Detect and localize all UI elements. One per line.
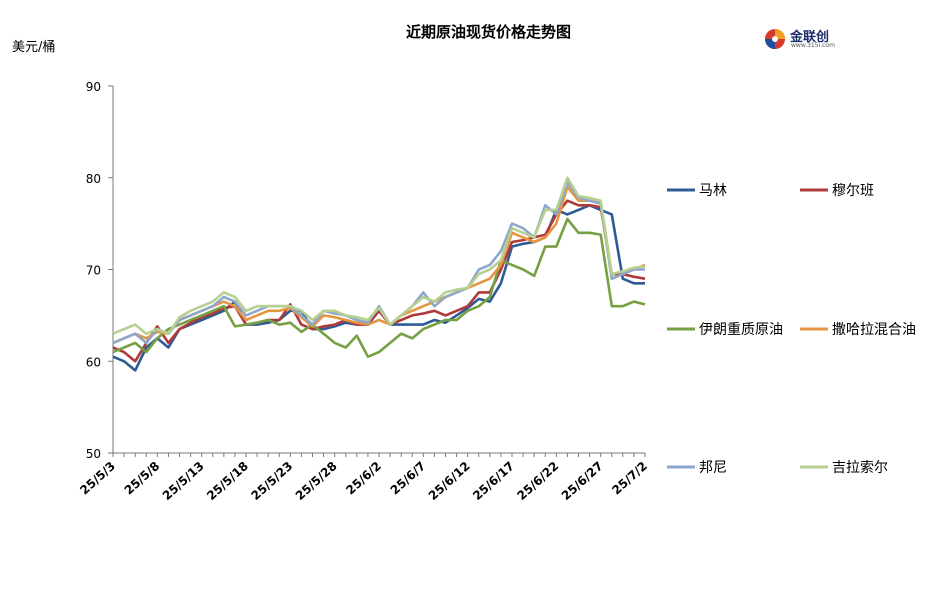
legend-label: 邦尼 xyxy=(699,460,727,476)
x-tick-label: 25/5/13 xyxy=(160,459,207,503)
x-tick-label: 25/6/17 xyxy=(470,459,517,503)
series-line-1 xyxy=(112,204,645,372)
series-line-6 xyxy=(112,176,646,336)
series-lines xyxy=(112,176,646,372)
x-tick-label: 25/5/18 xyxy=(204,459,251,503)
y-tick-label: 80 xyxy=(86,172,101,186)
y-axis-unit-label: 美元/桶 xyxy=(12,40,56,55)
y-tick-label: 60 xyxy=(86,355,101,369)
legend-label: 马林 xyxy=(699,183,727,199)
x-tick-label: 25/6/27 xyxy=(559,459,606,503)
x-axis-ticks: 25/5/3 25/5/825/5/1325/5/1825/5/2325/5/28… xyxy=(77,453,650,503)
series-line-3 xyxy=(112,217,646,359)
chart-title: 近期原油现货价格走势图 xyxy=(405,23,571,41)
x-tick-label: 25/6/2 xyxy=(343,459,384,498)
y-tick-label: 90 xyxy=(86,80,101,94)
x-tick-label: 25/5/28 xyxy=(293,459,340,503)
y-axis-ticks: 50 60 70 80 90 xyxy=(86,80,113,461)
legend-label: 吉拉索尔 xyxy=(832,459,888,476)
x-tick-label: 25/6/12 xyxy=(426,459,473,503)
chart-axes xyxy=(112,86,645,454)
logo-mark-icon xyxy=(765,29,785,49)
x-tick-label: 25/5/23 xyxy=(248,459,295,503)
x-tick-label: 25/7/2 xyxy=(609,459,650,498)
x-tick-label: 25/5/8 xyxy=(122,459,163,498)
brand-logo: 金联创 www.315i.com xyxy=(764,24,854,56)
logo-name: 金联创 xyxy=(790,30,830,45)
legend-label: 穆尔班 xyxy=(832,183,874,199)
legend-label: 撒哈拉混合油 xyxy=(832,322,916,338)
x-tick-label: 25/5/3 xyxy=(77,459,118,498)
y-tick-label: 70 xyxy=(86,264,101,278)
x-tick-label: 25/6/22 xyxy=(514,459,561,503)
legend-label: 伊朗重质原油 xyxy=(699,322,783,338)
x-tick-label: 25/6/7 xyxy=(388,459,429,498)
y-tick-label: 50 xyxy=(86,447,101,461)
logo-subtext: www.315i.com xyxy=(791,42,835,49)
series-line-5 xyxy=(112,181,645,345)
